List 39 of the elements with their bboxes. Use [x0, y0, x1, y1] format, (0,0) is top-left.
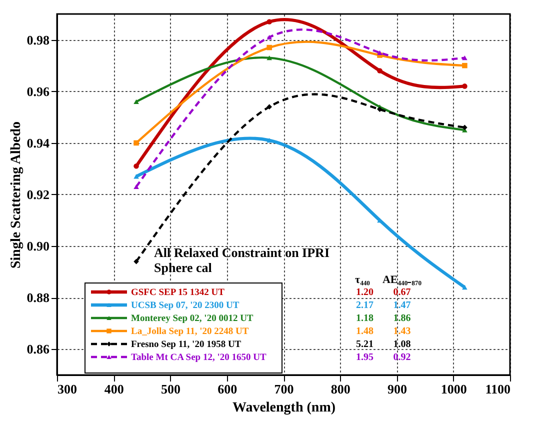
y-tick-label: 0.98 [26, 32, 50, 48]
legend-label: Fresno Sep 11, '20 1958 UT [131, 340, 242, 350]
x-tick-label: 300 [58, 382, 77, 396]
legend-label: La_Jolla Sep 11, '20 2248 UT [131, 327, 250, 337]
legend-label: Table Mt CA Sep 12, '20 1650 UT [131, 353, 267, 363]
y-tick-label: 0.94 [26, 135, 50, 150]
legend-label: UCSB Sep 07, '20 2300 UT [131, 301, 240, 311]
annotation: 1.95 [356, 352, 374, 363]
annotation: 1.08 [393, 339, 411, 350]
annotation: 5.21 [356, 339, 374, 350]
annotation: AE₄₄₀₋₈₇₀ [382, 274, 422, 286]
annotation: 1.43 [393, 326, 411, 337]
annotation: 1.20 [356, 287, 374, 298]
x-tick-label: 1100 [485, 382, 510, 396]
x-tick-label: 700 [274, 382, 294, 396]
annotation: 1.86 [393, 313, 411, 324]
annotation: 1.18 [356, 313, 374, 324]
annotation: 0.67 [393, 287, 411, 298]
x-tick-label: 800 [330, 382, 350, 396]
annotation: All Relaxed Constraint on IPRI Sphere cal [154, 245, 330, 275]
legend-label: GSFC SEP 15 1342 UT [131, 288, 226, 298]
x-tick-label: 1000 [440, 382, 467, 396]
x-tick-label: 400 [104, 382, 124, 396]
y-tick-label: 0.90 [26, 238, 50, 254]
y-tick-label: 0.92 [26, 187, 50, 202]
x-tick-label: 500 [161, 382, 180, 396]
annotation: 1.47 [393, 300, 411, 311]
x-tick-label: 900 [388, 382, 407, 396]
annotation: τ₄₄₀ [355, 274, 371, 286]
legend-label: Monterey Sep 02, '20 0012 UT [131, 314, 254, 324]
annotation: 2.17 [356, 300, 374, 311]
annotation: 1.48 [356, 326, 374, 337]
annotation: 0.92 [393, 352, 411, 363]
x-axis-title: Wavelength (nm) [232, 400, 336, 416]
y-axis-title: Single Scattering Albedo [8, 121, 24, 269]
x-tick-label: 600 [218, 382, 238, 396]
y-tick-label: 0.96 [26, 84, 50, 99]
y-tick-label: 0.88 [26, 290, 50, 306]
y-tick-label: 0.86 [26, 342, 50, 357]
